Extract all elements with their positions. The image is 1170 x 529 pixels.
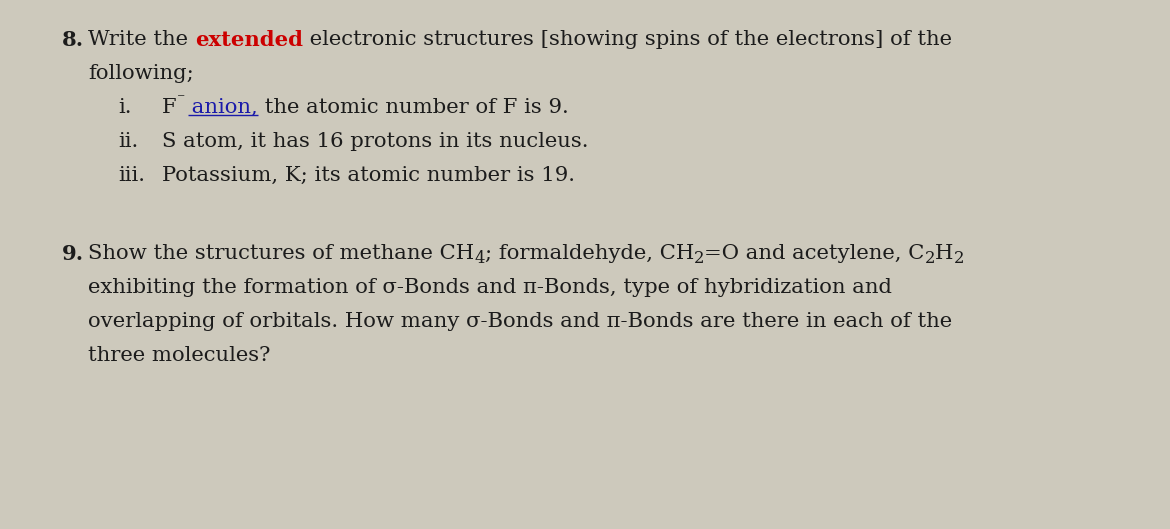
Text: ii.: ii. <box>118 132 138 151</box>
Text: iii.: iii. <box>118 166 145 185</box>
Text: extended: extended <box>194 30 303 50</box>
Text: 2: 2 <box>694 250 704 267</box>
Text: Potassium, K; its atomic number is 19.: Potassium, K; its atomic number is 19. <box>161 166 574 185</box>
Text: H: H <box>935 244 954 263</box>
Text: 9.: 9. <box>62 244 84 264</box>
Text: any σ-Bonds and π-Bonds are there in each of the: any σ-Bonds and π-Bonds are there in eac… <box>421 312 952 331</box>
Text: ; formaldehyde, CH: ; formaldehyde, CH <box>484 244 694 263</box>
Text: following;: following; <box>88 64 194 83</box>
Text: exhibiting the formation of σ-Bonds and π-Bonds, type of hybridization and: exhibiting the formation of σ-Bonds and … <box>88 278 892 297</box>
Text: =O and acetylene, C: =O and acetylene, C <box>704 244 924 263</box>
Text: the atomic number of F is 9.: the atomic number of F is 9. <box>257 98 569 117</box>
Text: three molecules?: three molecules? <box>88 346 270 365</box>
Text: 4: 4 <box>474 250 484 267</box>
Text: Write the: Write the <box>88 30 194 49</box>
Text: 8.: 8. <box>62 30 84 50</box>
Text: anion,: anion, <box>185 98 257 117</box>
Text: ⁻: ⁻ <box>177 91 185 108</box>
Text: i.: i. <box>118 98 131 117</box>
Text: Show the structures of methane CH: Show the structures of methane CH <box>88 244 474 263</box>
Text: 2: 2 <box>924 250 935 267</box>
Text: electronic structures [showing spins of the electrons] of the: electronic structures [showing spins of … <box>303 30 951 49</box>
Text: 2: 2 <box>954 250 964 267</box>
Text: S atom, it has 16 protons in its nucleus.: S atom, it has 16 protons in its nucleus… <box>161 132 589 151</box>
Text: F: F <box>161 98 177 117</box>
Text: overlapping of orbitals. How m: overlapping of orbitals. How m <box>88 312 421 331</box>
